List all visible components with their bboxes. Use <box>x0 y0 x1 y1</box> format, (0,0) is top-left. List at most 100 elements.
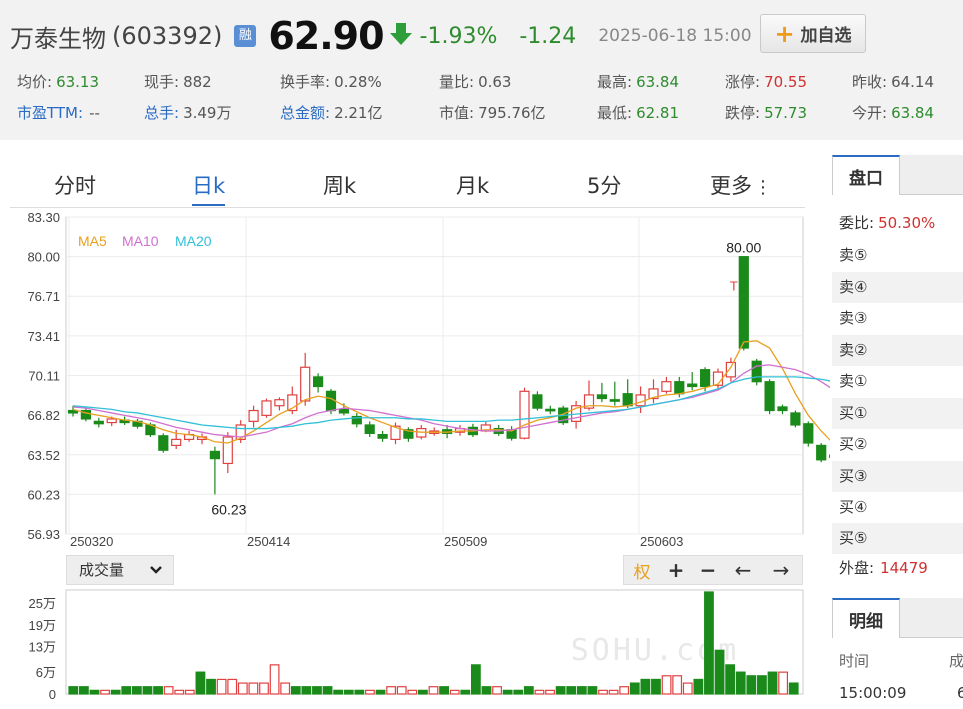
y-tick-label: 60.23 <box>27 487 60 502</box>
volume-bar <box>143 687 152 694</box>
detail-tab-filler <box>900 598 963 638</box>
candle-body <box>817 445 826 459</box>
stat-pe[interactable]: 市盈TTM:-- <box>17 102 100 123</box>
order-row-buy3: 买③ <box>832 461 963 492</box>
volume-bar <box>450 690 459 694</box>
stat-low: 最低:62.81 <box>597 102 679 123</box>
arrow-right-icon[interactable]: → <box>762 558 800 582</box>
change-percent: -1.93% <box>420 24 498 49</box>
volume-bar <box>260 683 269 694</box>
volume-bar <box>779 672 788 694</box>
tab-more[interactable]: 更多⋮ <box>710 170 772 200</box>
volume-bar <box>705 592 714 694</box>
y-tick-label: 56.93 <box>27 527 60 542</box>
candle-body <box>597 395 606 399</box>
candle-body <box>752 361 761 381</box>
volume-bar <box>768 672 777 694</box>
tab-orderbook[interactable]: 盘口 <box>832 155 900 195</box>
sohu-watermark: SOHU.com <box>571 633 740 668</box>
order-row-buy2: 买② <box>832 429 963 460</box>
stat-total-amount[interactable]: 总金额:2.21亿 <box>280 102 382 123</box>
indicator-dropdown-label: 成交量 <box>79 561 124 579</box>
candle-body <box>520 391 529 438</box>
volume-bar <box>249 683 258 694</box>
y-tick-label: 83.30 <box>27 210 60 225</box>
volume-bar <box>133 687 142 694</box>
y-tick-label: 66.82 <box>27 408 60 423</box>
volume-bar <box>599 690 608 694</box>
chart-toolbar: 权 + − ← → <box>623 555 803 585</box>
stat-limit-up: 涨停:70.55 <box>725 71 807 92</box>
volume-bar <box>620 687 629 694</box>
adjust-rights-button[interactable]: 权 <box>624 558 660 583</box>
tab-detail[interactable]: 明细 <box>832 598 900 638</box>
order-row-buy4: 买④ <box>832 492 963 523</box>
volume-bar <box>228 679 237 694</box>
candle-body <box>662 382 671 392</box>
candle-body <box>726 362 735 376</box>
volume-bar <box>588 687 597 694</box>
tab-daily-k[interactable]: 日k <box>192 170 225 206</box>
more-dots-icon: ⋮ <box>754 177 772 198</box>
volume-bar <box>652 679 661 694</box>
zoom-out-icon[interactable]: − <box>692 558 724 582</box>
stat-turnover: 换手率:0.28% <box>280 71 382 92</box>
volume-bar <box>493 687 502 694</box>
volume-bar <box>408 690 417 694</box>
margin-badge[interactable]: 融 <box>234 25 256 47</box>
x-tick-label: 250414 <box>247 534 290 549</box>
volume-bar <box>673 676 682 694</box>
candle-body <box>365 425 374 433</box>
legend-ma10: MA10 <box>122 233 159 249</box>
y-tick-label: 70.11 <box>28 369 60 384</box>
candle-body <box>546 409 555 411</box>
volume-bar <box>154 687 163 694</box>
candle-body <box>610 400 619 402</box>
volume-bar <box>186 690 195 694</box>
chart-tabs: 分时 日k 周k 月k 5分 更多⋮ <box>10 160 805 208</box>
tab-weekly-k[interactable]: 周k <box>323 170 356 200</box>
tab-monthly-k[interactable]: 月k <box>456 170 489 200</box>
current-price: 62.90 <box>268 14 383 58</box>
x-tick-label: 250603 <box>640 534 683 549</box>
volume-bar <box>694 679 703 694</box>
volume-bar <box>567 687 576 694</box>
stat-total-hand[interactable]: 总手:3.49万 <box>144 102 231 123</box>
add-watchlist-button[interactable]: + 加自选 <box>760 14 866 53</box>
volume-bar <box>609 690 618 694</box>
volume-bar <box>641 679 650 694</box>
zoom-in-icon[interactable]: + <box>660 558 692 582</box>
kline-chart[interactable]: 83.3080.0076.7173.4170.1166.8263.5260.23… <box>0 210 830 705</box>
volume-bar <box>683 683 692 694</box>
candle-body <box>69 411 78 413</box>
orderbook-panel: 盘口 委比:50.30% 卖⑤ 卖④ 卖③ 卖② 卖① 买① 买② 买③ 买④ … <box>832 155 963 705</box>
tab-intraday[interactable]: 分时 <box>54 170 96 200</box>
volume-bar <box>397 687 406 694</box>
volume-bar <box>122 687 131 694</box>
volume-bar <box>90 690 99 694</box>
candle-body <box>172 439 181 445</box>
order-ratio: 委比:50.30% <box>832 208 963 239</box>
volume-bar <box>578 687 587 694</box>
tab-5min[interactable]: 5分 <box>587 170 621 200</box>
volume-bar <box>344 690 353 694</box>
stat-avg: 均价:63.13 <box>17 71 99 92</box>
stock-code: (603392) <box>112 22 222 50</box>
vol-tick-label: 25万 <box>29 596 56 611</box>
vol-tick-label: 19万 <box>29 618 56 633</box>
volume-bar <box>461 690 470 694</box>
indicator-dropdown[interactable]: 成交量 <box>66 555 174 585</box>
volume-bar <box>514 690 523 694</box>
candle-body <box>533 395 542 408</box>
arrow-left-icon[interactable]: ← <box>724 558 762 582</box>
candle-body <box>249 411 258 422</box>
volume-bar <box>334 690 343 694</box>
volume-bar <box>419 690 428 694</box>
candle-body <box>804 424 813 443</box>
order-row-buy1: 买① <box>832 398 963 429</box>
volume-bar <box>355 690 364 694</box>
y-tick-label: 76.71 <box>27 289 60 304</box>
candle-body <box>701 370 710 387</box>
volume-bar <box>535 690 544 694</box>
candle-body <box>791 413 800 425</box>
